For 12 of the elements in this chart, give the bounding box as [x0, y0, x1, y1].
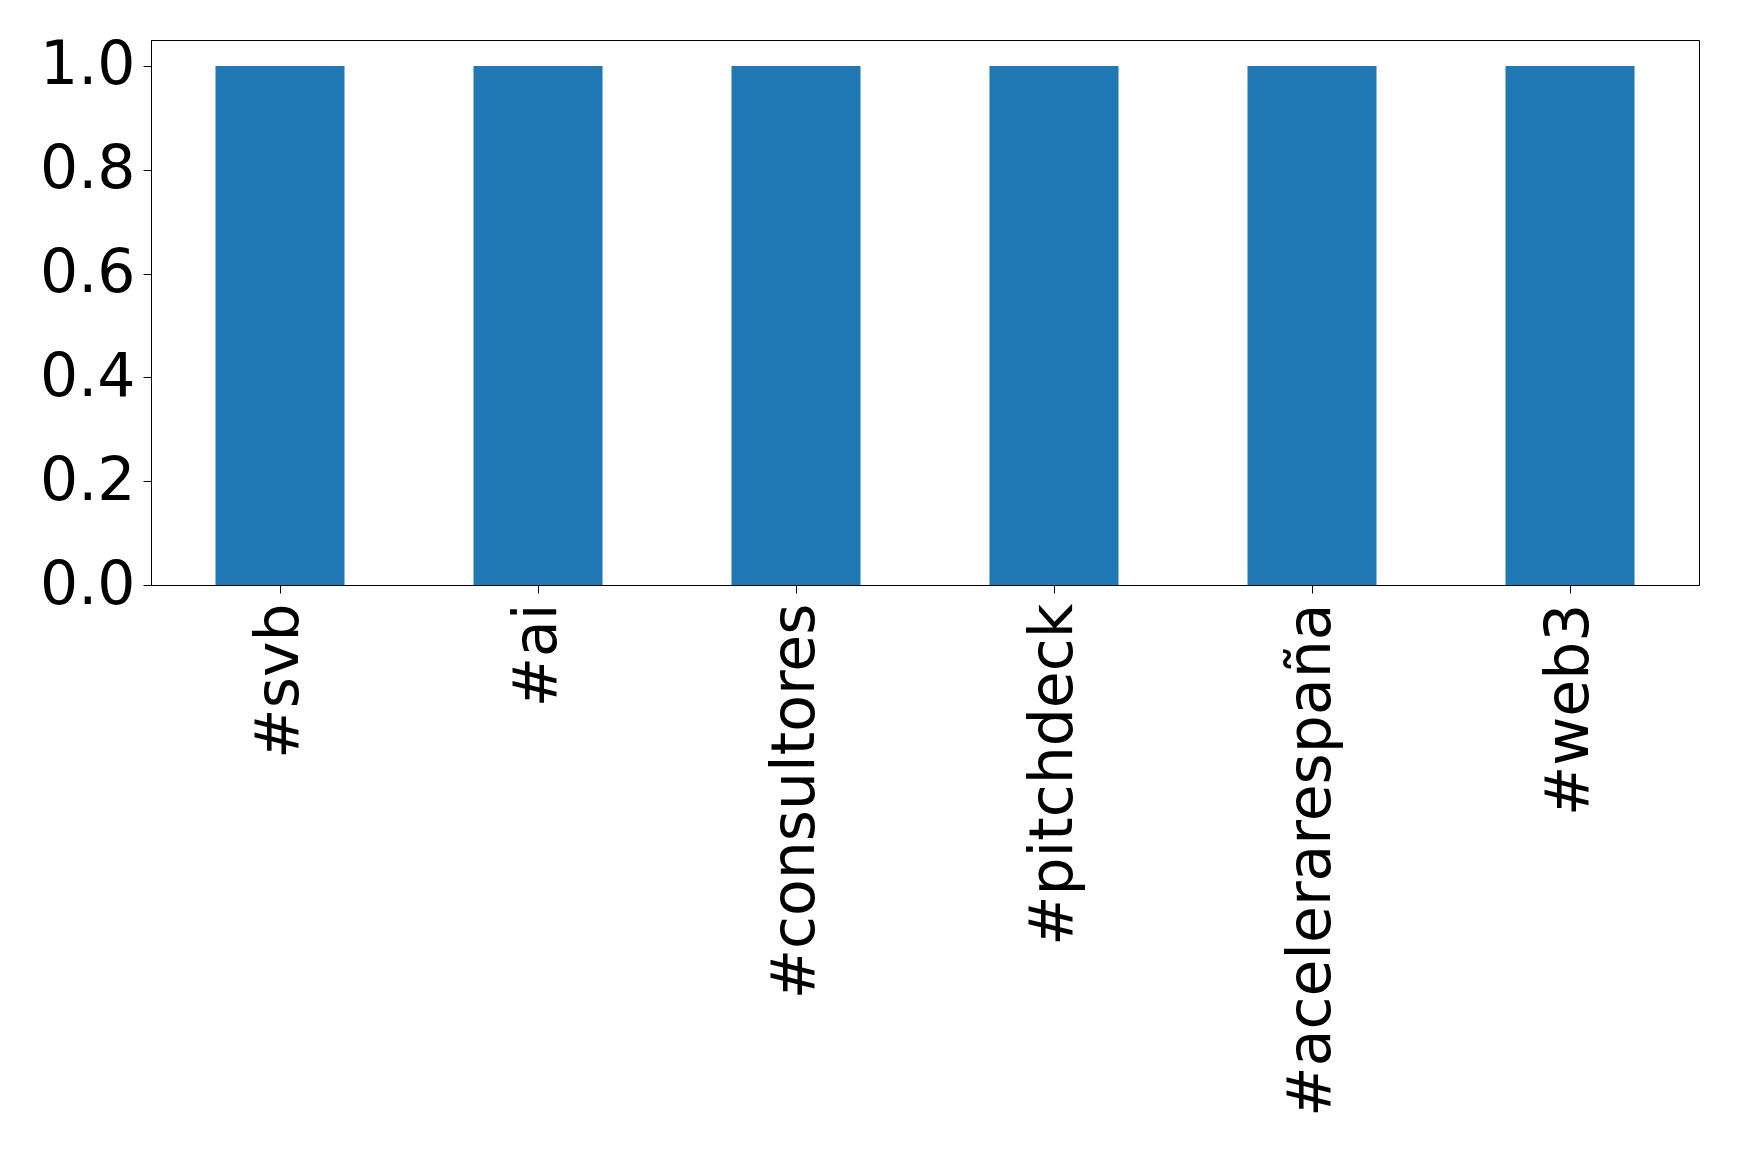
- y-tick-label: 0.6: [40, 236, 136, 307]
- x-tick-label: #web3: [1532, 603, 1602, 817]
- y-tick-label: 0.4: [40, 339, 136, 410]
- y-tick-label: 0.2: [40, 443, 136, 514]
- x-tick-label: #acelerarespaña: [1274, 603, 1344, 1117]
- x-tick-label: #ai: [500, 603, 570, 708]
- y-tick-label: 0.8: [40, 132, 136, 203]
- x-tick-label: #pitchdeck: [1016, 603, 1086, 946]
- y-tick-label: 1.0: [40, 28, 136, 99]
- x-tick-label: #svb: [242, 603, 312, 759]
- y-tick-label: 0.0: [40, 547, 136, 618]
- x-tick-label: #consultores: [758, 603, 828, 1000]
